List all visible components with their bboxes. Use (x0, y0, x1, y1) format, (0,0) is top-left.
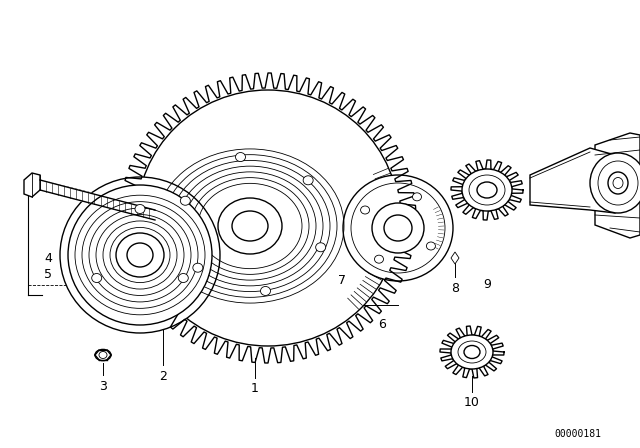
Polygon shape (595, 133, 640, 238)
Ellipse shape (127, 243, 153, 267)
Polygon shape (120, 73, 416, 363)
Ellipse shape (426, 242, 435, 250)
Ellipse shape (137, 90, 399, 346)
Text: 9: 9 (483, 279, 491, 292)
Ellipse shape (95, 349, 111, 361)
Polygon shape (40, 180, 155, 220)
Ellipse shape (464, 345, 480, 358)
Ellipse shape (135, 204, 145, 214)
Ellipse shape (68, 185, 212, 325)
Ellipse shape (92, 273, 102, 283)
Text: 1: 1 (251, 382, 259, 395)
Ellipse shape (303, 176, 313, 185)
Ellipse shape (193, 263, 203, 272)
Text: 5: 5 (44, 268, 52, 281)
Ellipse shape (477, 182, 497, 198)
Ellipse shape (590, 153, 640, 213)
Ellipse shape (374, 255, 383, 263)
Ellipse shape (180, 196, 190, 205)
Ellipse shape (232, 211, 268, 241)
Ellipse shape (462, 169, 512, 211)
Ellipse shape (116, 233, 164, 277)
Polygon shape (530, 148, 620, 213)
Ellipse shape (451, 335, 493, 369)
Text: 7: 7 (338, 273, 346, 287)
Polygon shape (24, 173, 40, 197)
Ellipse shape (236, 152, 246, 162)
Ellipse shape (384, 215, 412, 241)
Ellipse shape (343, 175, 453, 281)
Ellipse shape (413, 193, 422, 201)
Ellipse shape (218, 198, 282, 254)
Text: 3: 3 (99, 379, 107, 392)
Ellipse shape (260, 286, 271, 296)
Ellipse shape (60, 177, 220, 333)
Polygon shape (451, 252, 459, 264)
Text: 00000181: 00000181 (554, 429, 602, 439)
Ellipse shape (179, 273, 188, 283)
Ellipse shape (316, 243, 326, 252)
Text: 10: 10 (464, 396, 480, 409)
Text: 6: 6 (378, 318, 386, 331)
Text: 2: 2 (159, 370, 167, 383)
Ellipse shape (372, 203, 424, 253)
Text: 8: 8 (451, 281, 459, 294)
Ellipse shape (360, 206, 369, 214)
Text: 4: 4 (44, 251, 52, 264)
Ellipse shape (608, 172, 628, 194)
